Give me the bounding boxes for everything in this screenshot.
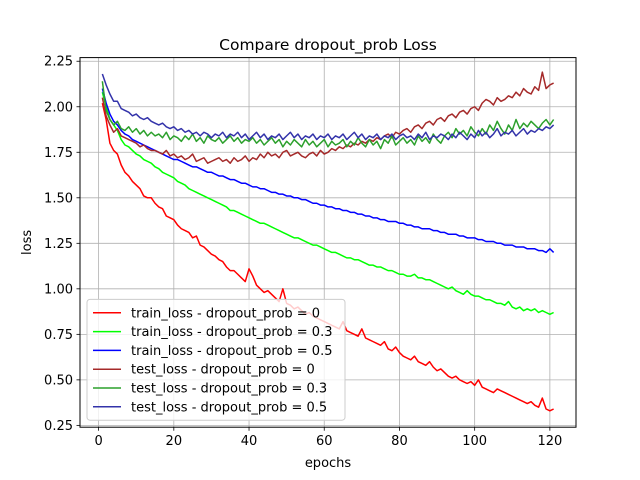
x-tick-label: 120	[537, 434, 562, 449]
x-tick-label: 40	[241, 434, 258, 449]
y-tick-label: 1.75	[44, 146, 73, 161]
y-tick-label: 1.50	[44, 191, 73, 206]
legend-label: test_loss - dropout_prob = 0.3	[131, 382, 327, 397]
series-line-4	[101, 71, 554, 164]
plot-frame	[79, 57, 577, 428]
y-tick-label: 0.25	[44, 419, 73, 434]
x-axis-title: epochs	[305, 456, 352, 471]
series-line-2	[101, 92, 554, 316]
x-tick-label: 100	[462, 434, 487, 449]
x-tick-label: 60	[316, 434, 333, 449]
legend: train_loss - dropout_prob = 0 train_loss …	[86, 298, 346, 421]
legend-label: train_loss - dropout_prob = 0	[131, 306, 320, 321]
y-tick-label: 2.25	[44, 55, 73, 70]
y-tick-label: 1.00	[44, 282, 73, 297]
axis-ticks: 0 20 40 60 80 100 120 0.25 0.50 0.75 1.00 1.25 1.50 1…	[44, 55, 562, 449]
legend-label: test_loss - dropout_prob = 0.5	[131, 400, 327, 415]
series-lines	[101, 71, 555, 412]
x-tick-label: 20	[166, 434, 183, 449]
series-line-3	[101, 88, 555, 254]
x-tick-label: 0	[94, 434, 102, 449]
legend-label: test_loss - dropout_prob = 0	[131, 363, 315, 378]
y-tick-label: 0.75	[44, 328, 73, 343]
y-tick-label: 2.00	[44, 100, 73, 115]
legend-label: train_loss - dropout_prob = 0.5	[131, 344, 332, 359]
legend-box	[86, 298, 346, 421]
x-tick-label: 80	[391, 434, 408, 449]
series-line-5	[101, 81, 555, 150]
y-tick-label: 0.50	[44, 373, 73, 388]
chart-title: Compare dropout_prob Loss	[219, 36, 437, 55]
series-line-6	[101, 73, 555, 141]
y-tick-label: 1.25	[44, 237, 73, 252]
legend-label: train_loss - dropout_prob = 0.3	[131, 325, 332, 340]
y-axis-title: loss	[20, 230, 35, 255]
